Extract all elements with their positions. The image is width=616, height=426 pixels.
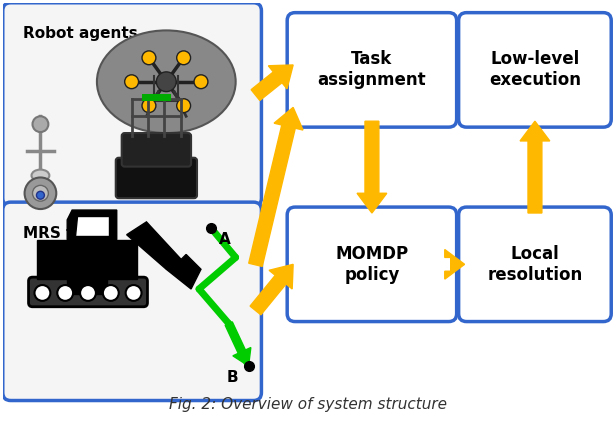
FancyBboxPatch shape — [459, 13, 611, 127]
Polygon shape — [67, 210, 117, 240]
Circle shape — [124, 75, 139, 89]
Text: Local
resolution: Local resolution — [487, 245, 583, 284]
Circle shape — [156, 72, 176, 92]
Circle shape — [103, 285, 119, 301]
Polygon shape — [251, 65, 293, 101]
Circle shape — [25, 178, 56, 209]
Ellipse shape — [97, 30, 236, 133]
Text: A: A — [219, 232, 230, 247]
Polygon shape — [127, 222, 181, 269]
Circle shape — [126, 285, 142, 301]
Bar — [142, 94, 171, 101]
FancyBboxPatch shape — [28, 277, 147, 307]
FancyBboxPatch shape — [459, 207, 611, 322]
FancyBboxPatch shape — [287, 13, 456, 127]
Polygon shape — [250, 264, 293, 315]
Circle shape — [80, 285, 96, 301]
Text: Fig. 2: Overview of system structure: Fig. 2: Overview of system structure — [169, 397, 447, 412]
Circle shape — [194, 75, 208, 89]
Polygon shape — [357, 121, 387, 213]
Text: MOMDP
policy: MOMDP policy — [335, 245, 408, 284]
Polygon shape — [520, 121, 550, 213]
Text: MRS tasks: MRS tasks — [23, 226, 111, 241]
Polygon shape — [75, 216, 109, 236]
Circle shape — [177, 51, 190, 65]
Polygon shape — [249, 107, 303, 266]
Polygon shape — [38, 240, 137, 294]
Circle shape — [177, 99, 190, 112]
Circle shape — [33, 116, 49, 132]
Circle shape — [142, 51, 156, 65]
Circle shape — [142, 99, 156, 112]
Circle shape — [57, 285, 73, 301]
Polygon shape — [166, 254, 201, 289]
FancyBboxPatch shape — [3, 3, 261, 206]
FancyBboxPatch shape — [3, 202, 261, 400]
FancyBboxPatch shape — [116, 158, 197, 198]
Text: Robot agents: Robot agents — [23, 26, 137, 41]
Ellipse shape — [31, 170, 49, 181]
FancyBboxPatch shape — [287, 207, 456, 322]
Text: Task
assignment: Task assignment — [318, 51, 426, 89]
Circle shape — [36, 191, 44, 199]
Polygon shape — [445, 250, 464, 279]
Circle shape — [34, 285, 51, 301]
Text: B: B — [227, 370, 238, 385]
FancyBboxPatch shape — [122, 133, 191, 167]
Circle shape — [33, 185, 49, 201]
Text: Low-level
execution: Low-level execution — [489, 51, 581, 89]
Polygon shape — [225, 322, 251, 366]
